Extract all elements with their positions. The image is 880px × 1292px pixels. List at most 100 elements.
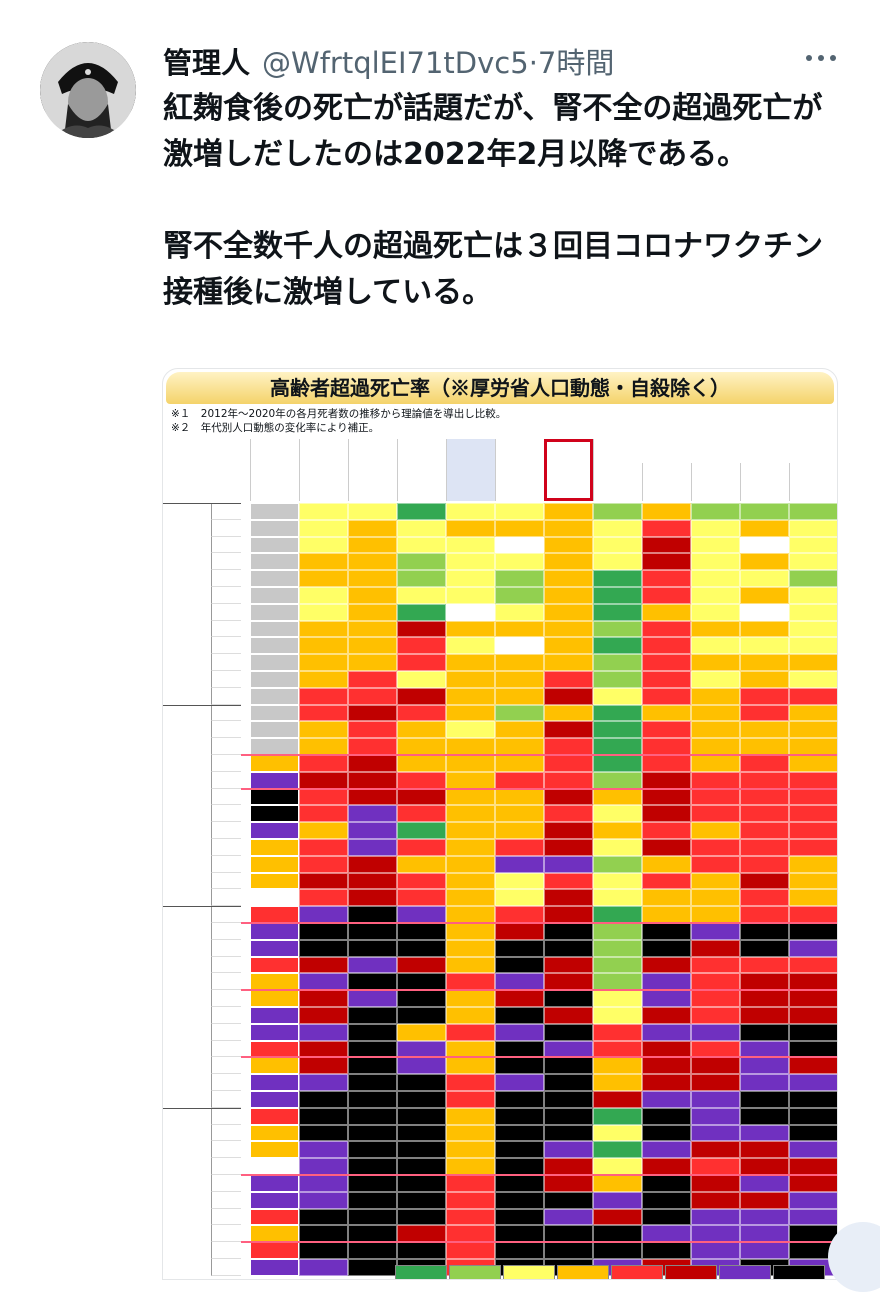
table-cell — [299, 1141, 348, 1159]
table-cell — [299, 1023, 348, 1041]
table-cell — [495, 973, 544, 991]
vaccine-rate-cell — [250, 788, 299, 806]
table-cell — [691, 687, 740, 705]
more-options-icon[interactable] — [806, 55, 836, 61]
table-cell — [740, 990, 789, 1007]
table-cell — [691, 822, 740, 839]
vaccine-rate-cell — [250, 1074, 299, 1091]
table-cell — [691, 1242, 740, 1259]
table-cell — [299, 923, 348, 940]
table-cell — [299, 603, 348, 621]
table-cell — [593, 553, 642, 571]
month-label — [211, 1208, 241, 1226]
table-cell — [299, 536, 348, 554]
table-cell — [740, 570, 789, 587]
table-cell — [397, 1158, 446, 1175]
table-cell — [446, 587, 495, 604]
table-cell — [397, 704, 446, 722]
table-cell — [593, 704, 642, 722]
table-cell — [348, 721, 397, 739]
table-cell — [642, 536, 691, 554]
table-cell — [642, 855, 691, 873]
table-cell — [446, 519, 495, 537]
table-cell — [642, 620, 691, 638]
table-cell — [495, 1124, 544, 1142]
table-cell — [691, 671, 740, 688]
table-cell — [642, 1091, 691, 1108]
vaccine-rate-cell — [250, 1208, 299, 1226]
table-cell — [740, 889, 789, 907]
table-cell — [740, 956, 789, 974]
table-cell — [789, 805, 837, 823]
vaccine-dose-line — [241, 989, 837, 992]
table-cell — [446, 553, 495, 571]
table-cell — [495, 939, 544, 957]
year-block — [163, 503, 241, 705]
table-cell — [544, 536, 593, 554]
table-cell — [740, 1057, 789, 1075]
table-cell — [789, 1158, 837, 1175]
table-cell — [495, 1074, 544, 1091]
table-cell — [348, 1124, 397, 1142]
table-cell — [740, 704, 789, 722]
table-cell — [348, 771, 397, 789]
table-cell — [544, 990, 593, 1007]
table-cell — [348, 1141, 397, 1159]
table-cell — [544, 519, 593, 537]
table-cell — [593, 855, 642, 873]
table-cell — [495, 671, 544, 688]
table-cell — [495, 771, 544, 789]
table-cell — [299, 755, 348, 772]
table-cell — [642, 906, 691, 923]
table-cell — [691, 1158, 740, 1175]
table-cell — [495, 1141, 544, 1159]
author-name[interactable]: 管理人 — [163, 46, 251, 80]
table-cell — [593, 889, 642, 907]
table-cell — [789, 1191, 837, 1209]
month-label — [211, 704, 241, 722]
table-cell — [740, 1107, 789, 1125]
table-cell — [593, 587, 642, 604]
table-cell — [593, 923, 642, 940]
table-cell — [642, 637, 691, 655]
table-cell — [495, 738, 544, 755]
tweet-image[interactable]: 高齢者超過死亡率（※厚労省人口動態・自殺除く） ※１ 2012年～2020年の各… — [162, 368, 838, 1280]
table-cell — [740, 1091, 789, 1108]
vaccine-rate-cell — [250, 671, 299, 688]
table-cell — [544, 1107, 593, 1125]
table-cell — [348, 956, 397, 974]
col-header-11 — [789, 463, 837, 501]
table-cell — [299, 503, 348, 520]
avatar[interactable] — [40, 42, 136, 138]
tweet-time[interactable]: ·7時間 — [528, 46, 615, 80]
table-cell — [446, 1158, 495, 1175]
table-cell — [495, 570, 544, 587]
col-header-7 — [593, 439, 642, 501]
table-cell — [789, 704, 837, 722]
table-cell — [691, 738, 740, 755]
vaccine-rate-cell — [250, 620, 299, 638]
month-label — [211, 738, 241, 755]
table-cell — [397, 939, 446, 957]
table-cell — [397, 1124, 446, 1142]
month-label — [211, 687, 241, 705]
month-label — [211, 721, 241, 739]
table-cell — [740, 1023, 789, 1041]
table-cell — [642, 956, 691, 974]
table-cell — [495, 872, 544, 890]
table-cell — [789, 923, 837, 940]
table-cell — [299, 973, 348, 991]
table-cell — [789, 637, 837, 655]
author-handle[interactable]: @WfrtqlEI71tDvc5 — [262, 46, 529, 80]
table-cell — [446, 1040, 495, 1058]
table-cell — [544, 1091, 593, 1108]
vaccine-rate-cell — [250, 503, 299, 520]
vaccine-dose-line — [241, 1241, 837, 1244]
table-cell — [642, 1208, 691, 1226]
table-cell — [593, 1191, 642, 1209]
table-cell — [544, 1242, 593, 1259]
table-cell — [397, 1242, 446, 1259]
table-cell — [299, 1242, 348, 1259]
legend-item — [719, 1265, 771, 1279]
table-cell — [593, 788, 642, 806]
